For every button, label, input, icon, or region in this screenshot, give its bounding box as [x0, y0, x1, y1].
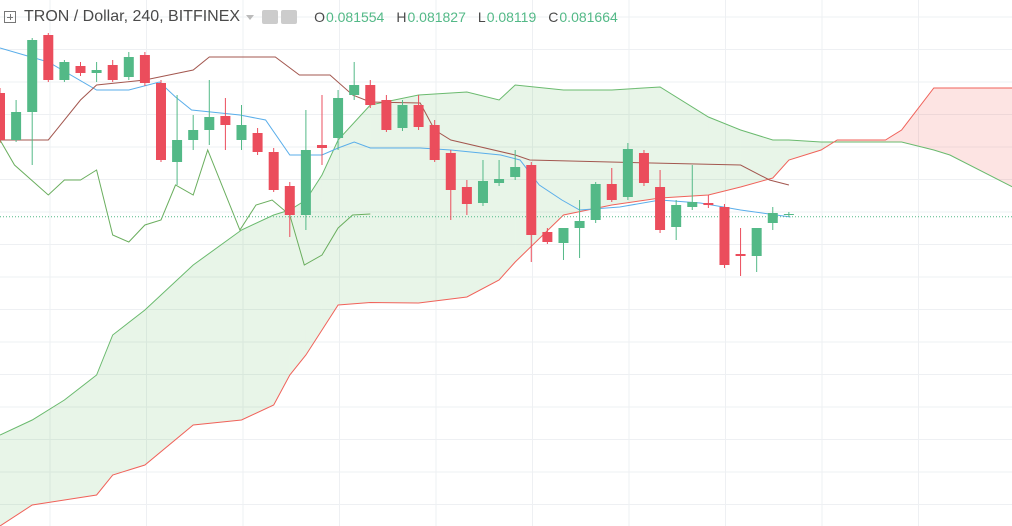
candle-body — [300, 150, 311, 215]
candle-body — [333, 98, 344, 138]
candle-body — [397, 105, 408, 128]
cloud-fill — [96, 335, 113, 495]
cloud-fill — [338, 105, 371, 305]
candle-body — [107, 65, 118, 80]
candle-body — [188, 130, 199, 140]
candle-body — [381, 100, 392, 130]
cloud-fill — [64, 375, 97, 500]
cloud-fill — [499, 85, 516, 280]
cloud-fill — [273, 210, 290, 405]
candle-body — [316, 145, 327, 148]
candle-body — [655, 187, 666, 230]
candle-body — [558, 228, 569, 243]
candle-body — [75, 66, 86, 73]
candle-body — [622, 149, 633, 197]
candle-body — [413, 105, 424, 127]
candle-body — [220, 116, 231, 125]
candle-body — [268, 152, 279, 190]
symbol-icon[interactable] — [4, 11, 16, 23]
candle-body — [236, 125, 247, 140]
settings-button[interactable] — [262, 10, 279, 24]
candle-body — [0, 93, 5, 140]
ohlc-value: 0.08119 — [486, 9, 537, 25]
cloud-fill — [241, 215, 274, 420]
ohlc-value: 0.081827 — [407, 9, 466, 25]
cloud-fill — [611, 87, 661, 205]
cloud-fill — [660, 87, 709, 198]
candle-body — [429, 125, 440, 160]
candle-body — [155, 83, 166, 160]
cloud-fill — [933, 88, 950, 155]
candle-body — [526, 165, 537, 235]
candle-body — [494, 179, 505, 183]
candle-body — [751, 228, 762, 256]
settings-button[interactable] — [281, 10, 298, 24]
ohlc-value: 0.081664 — [559, 9, 618, 25]
cloud-fill — [901, 88, 934, 150]
candle-body — [606, 184, 617, 200]
candle-body — [671, 205, 682, 227]
indicator-line — [0, 139, 371, 266]
cloud-fill — [289, 200, 306, 375]
candle-body — [59, 62, 70, 80]
cloud-fill — [0, 85, 1012, 526]
header: TRON / Dollar, 240, BITFINEX O 0.081554 H 0… — [4, 6, 630, 28]
candles — [0, 33, 794, 276]
span-b — [0, 87, 1012, 526]
cloud-fill — [305, 175, 322, 355]
cloud-fill — [112, 310, 145, 475]
chart-title: TRON / Dollar, 240, BITFINEX — [24, 8, 241, 25]
cloud-fill — [418, 92, 467, 303]
ohlc-key: L — [477, 9, 486, 25]
candle-body — [477, 181, 488, 203]
cloud-fill — [32, 400, 65, 505]
candle-body — [365, 85, 376, 105]
candle-body — [461, 187, 472, 204]
candle-body — [139, 55, 150, 83]
candle-body — [510, 167, 521, 177]
cloud-fill — [740, 130, 773, 187]
candle-body — [172, 140, 183, 162]
candle-body — [783, 214, 794, 215]
candle-body — [123, 57, 134, 77]
ohlc-legend: O 0.081554 H 0.081827 L 0.08119 C 0.081664 — [314, 9, 630, 25]
cloud-fill — [772, 140, 789, 178]
ohlc-key: C — [548, 9, 559, 25]
ohlc-value: 0.081554 — [325, 9, 385, 25]
candle-body — [11, 112, 22, 140]
cloud-fill — [144, 265, 194, 465]
candle-body — [445, 153, 456, 190]
candle-body — [735, 254, 746, 256]
cloud-fill — [321, 140, 339, 330]
candle-body — [687, 202, 698, 207]
candle-body — [767, 213, 778, 223]
candle-body — [638, 153, 649, 183]
caret[interactable] — [246, 14, 255, 20]
candle-body — [43, 35, 54, 80]
candle-body — [542, 232, 553, 242]
candle-body — [349, 85, 360, 95]
cloud-fill — [949, 88, 1012, 187]
ohlc-key: O — [314, 9, 325, 25]
cloud-fill — [708, 117, 741, 195]
cloud-fill — [788, 140, 822, 160]
candle-body — [574, 221, 585, 228]
cloud-fill — [0, 420, 33, 526]
candle-body — [719, 207, 730, 265]
candle-body — [27, 40, 38, 112]
ohlc-key: H — [396, 9, 407, 25]
cloud-fill — [193, 230, 242, 425]
candle-body — [703, 203, 714, 205]
cloud-fill — [370, 95, 419, 303]
cloud-fill — [563, 90, 612, 215]
cloud-fill — [515, 85, 564, 262]
candle-body — [91, 70, 102, 73]
candle-body — [284, 186, 295, 215]
candle-body — [252, 133, 263, 152]
candle-body — [590, 184, 601, 220]
candle-body — [204, 117, 215, 130]
